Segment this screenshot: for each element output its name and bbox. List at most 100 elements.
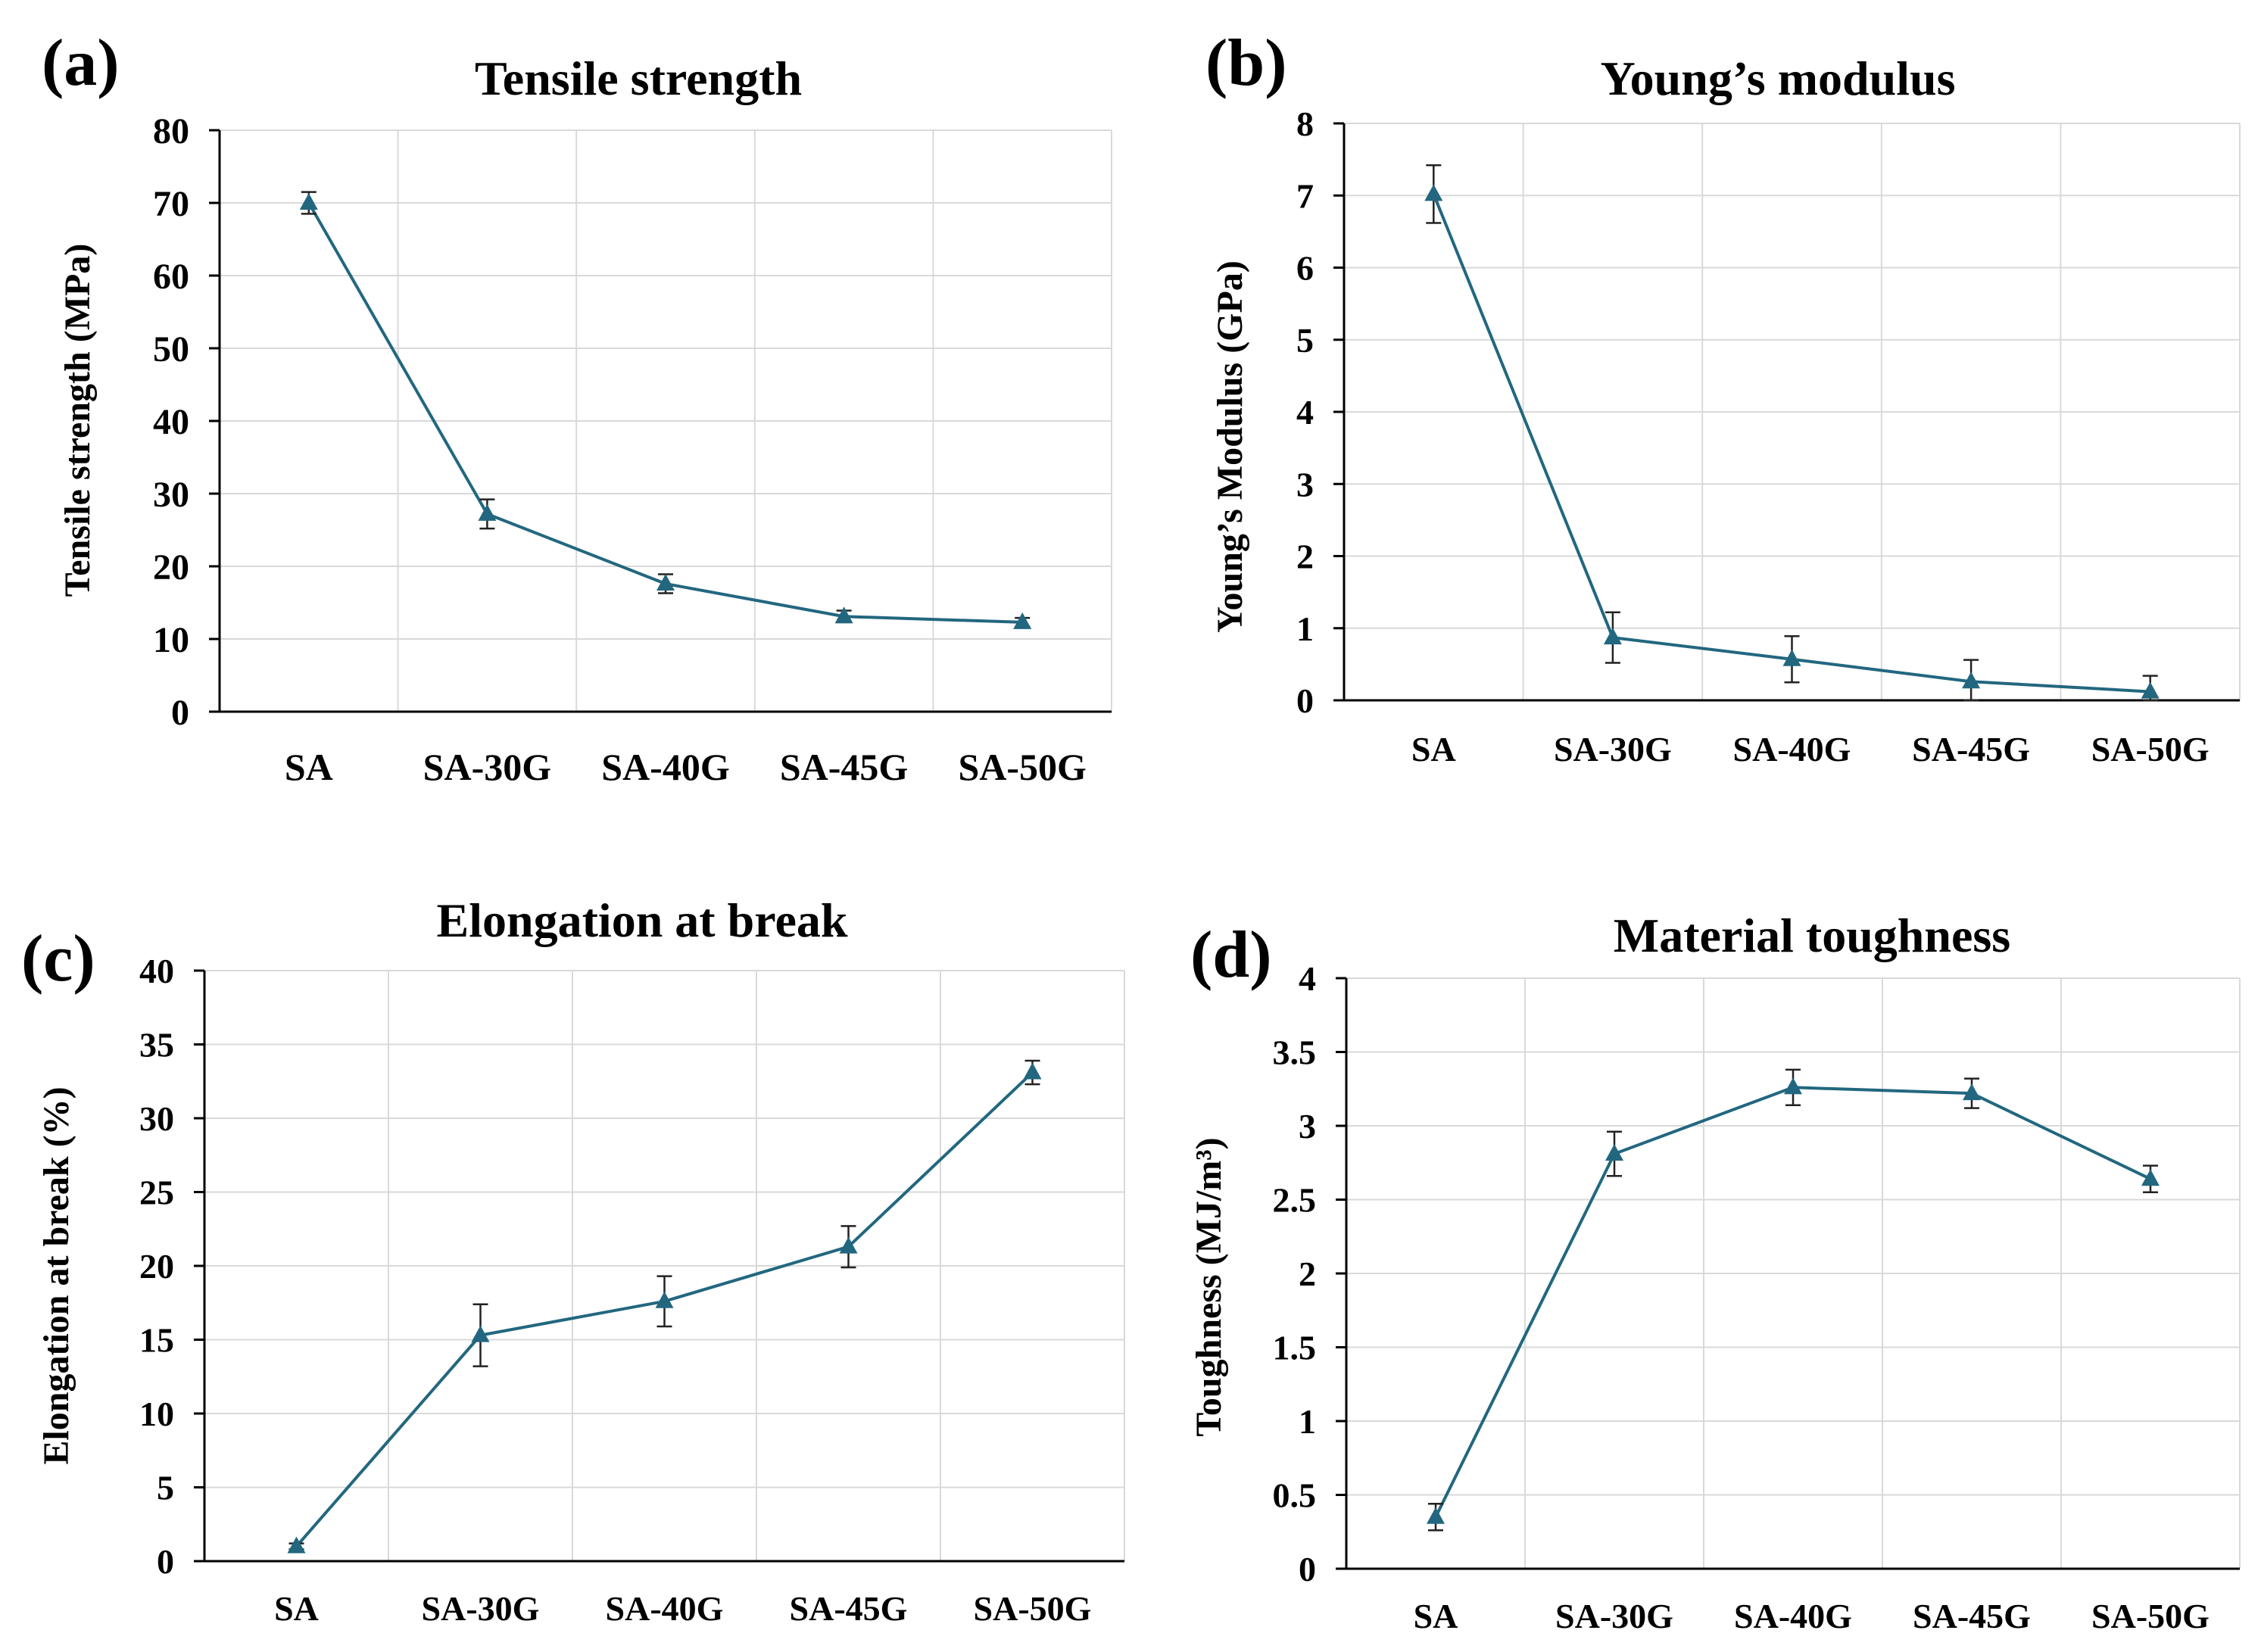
y-tick-label: 7: [1296, 176, 1314, 215]
x-tick-label: SA: [285, 746, 333, 788]
y-tick-label: 15: [139, 1321, 174, 1360]
x-tick-label: SA-40G: [601, 746, 729, 788]
series-line: [307, 202, 1023, 624]
y-tick-label: 80: [153, 111, 189, 151]
data-point-marker: [2141, 681, 2160, 699]
y-tick-label: 30: [153, 475, 189, 515]
x-tick-label: SA-50G: [2091, 730, 2210, 768]
chart-title: Elongation at break: [437, 893, 848, 947]
y-tick-label: 0: [1296, 681, 1314, 720]
plot-area: 0 10 20 30 40 50 60 70 80 SA SA-30G SA-40G SA-45G SA-…: [153, 111, 1112, 788]
data-point-marker: [839, 1236, 858, 1254]
x-tick-label: SA: [1414, 1597, 1458, 1635]
panel-b: (b) Young’s modulus Young’s Modulus (GPa…: [1205, 26, 2241, 768]
series-line: [1432, 193, 2150, 694]
plot-area: 0 1 2 3 4 5 6 7 8 SA SA-30G SA-40G SA-45G SA-50G: [1296, 104, 2241, 768]
series-line: [1434, 1086, 2151, 1518]
x-tick-label: SA: [274, 1589, 319, 1628]
y-tick-label: 10: [139, 1395, 174, 1433]
data-point-marker: [471, 1325, 490, 1342]
y-tick-label: 0: [171, 693, 189, 733]
data-point-marker: [1963, 1083, 1981, 1101]
y-tick-label: 1.5: [1273, 1329, 1317, 1367]
x-tick-label: SA-30G: [422, 1589, 540, 1628]
y-tick-label: 4: [1299, 959, 1316, 998]
y-tick-label: 1: [1296, 609, 1314, 648]
x-tick-label: SA-50G: [958, 746, 1086, 788]
y-tick-label: 35: [139, 1026, 174, 1064]
x-tick-label: SA-40G: [1734, 1597, 1852, 1635]
y-tick-label: 1: [1299, 1402, 1316, 1441]
y-tick-label: 5: [157, 1469, 174, 1507]
data-point-marker: [2141, 1169, 2160, 1186]
chart-title: Young’s modulus: [1601, 51, 1956, 105]
y-tick-label: 0: [1299, 1550, 1316, 1588]
x-tick-label: SA-40G: [606, 1589, 724, 1628]
x-tick-label: SA-45G: [1912, 730, 2030, 768]
panel-label: (b): [1205, 26, 1287, 100]
y-tick-label: 20: [139, 1247, 174, 1286]
y-tick-label: 2: [1296, 538, 1314, 576]
data-point-marker: [1023, 1062, 1042, 1080]
data-point-marker: [287, 1536, 306, 1554]
data-point-marker: [1962, 672, 1981, 689]
x-tick-label: SA-30G: [1555, 1597, 1673, 1635]
panel-c: (c) Elongation at break Elongation at br…: [21, 893, 1125, 1628]
y-tick-label: 5: [1296, 321, 1314, 360]
y-tick-label: 25: [139, 1174, 174, 1212]
x-tick-label: SA-45G: [780, 746, 908, 788]
data-point-marker: [1603, 628, 1622, 645]
y-tick-label: 3: [1296, 465, 1314, 503]
y-tick-label: 6: [1296, 249, 1314, 288]
data-point-marker: [1424, 184, 1443, 201]
y-tick-label: 60: [153, 257, 189, 297]
y-tick-label: 30: [139, 1099, 174, 1138]
panel-label: (d): [1190, 918, 1272, 992]
x-tick-label: SA-50G: [2091, 1597, 2210, 1635]
y-tick-label: 10: [153, 620, 189, 660]
y-tick-label: 40: [153, 402, 189, 442]
panel-d: (d) Material toughness Toughness (MJ/m³)…: [1189, 909, 2241, 1635]
y-tick-label: 0.5: [1273, 1476, 1317, 1515]
data-point-marker: [1427, 1507, 1445, 1524]
y-tick-label: 20: [153, 547, 189, 588]
y-tick-label: 40: [139, 952, 174, 990]
y-tick-label: 70: [153, 184, 189, 224]
x-tick-label: SA-45G: [790, 1589, 908, 1628]
data-point-marker: [1782, 649, 1801, 666]
y-axis-label: Toughness (MJ/m³): [1189, 1137, 1229, 1436]
y-axis-label: Elongation at break (%): [36, 1086, 76, 1464]
x-tick-label: SA-30G: [1554, 730, 1672, 768]
y-tick-label: 50: [153, 329, 189, 369]
y-tick-label: 8: [1296, 104, 1314, 143]
plot-area: 0 5 10 15 20 25 30 35 40 SA SA-30G SA-40G SA-45G SA-5…: [139, 952, 1125, 1628]
x-tick-label: SA-40G: [1733, 730, 1851, 768]
data-point-marker: [478, 503, 497, 521]
data-point-marker: [655, 1291, 674, 1308]
x-tick-label: SA-45G: [1913, 1597, 2031, 1635]
chart-title: Tensile strength: [475, 51, 802, 105]
y-tick-label: 0: [157, 1542, 174, 1581]
data-point-marker: [299, 193, 318, 210]
y-axis-label: Tensile strength (MPa): [58, 244, 98, 597]
y-tick-label: 4: [1296, 393, 1314, 432]
y-axis-label: Young’s Modulus (GPa): [1210, 260, 1250, 633]
data-point-marker: [834, 606, 853, 624]
panel-label: (a): [42, 26, 120, 100]
y-tick-label: 2: [1299, 1255, 1316, 1293]
y-tick-label: 3.5: [1273, 1033, 1317, 1072]
data-point-marker: [1605, 1144, 1623, 1161]
x-tick-label: SA-30G: [423, 746, 551, 788]
data-point-marker: [1013, 612, 1032, 629]
panel-label: (c): [21, 922, 95, 996]
panel-a: (a) Tensile strength Tensile strength (M…: [42, 26, 1112, 788]
y-tick-label: 3: [1299, 1107, 1316, 1145]
x-tick-label: SA-50G: [974, 1589, 1092, 1628]
data-point-marker: [1784, 1077, 1802, 1095]
x-tick-label: SA: [1411, 730, 1456, 768]
chart-title: Material toughness: [1614, 909, 2010, 962]
data-point-marker: [656, 574, 675, 591]
plot-area: 0 0.5 1 1.5 2 2.5 3 3.5 4 SA SA-30G SA-40G SA-45G SA-…: [1273, 959, 2241, 1635]
y-tick-label: 2.5: [1273, 1181, 1317, 1220]
